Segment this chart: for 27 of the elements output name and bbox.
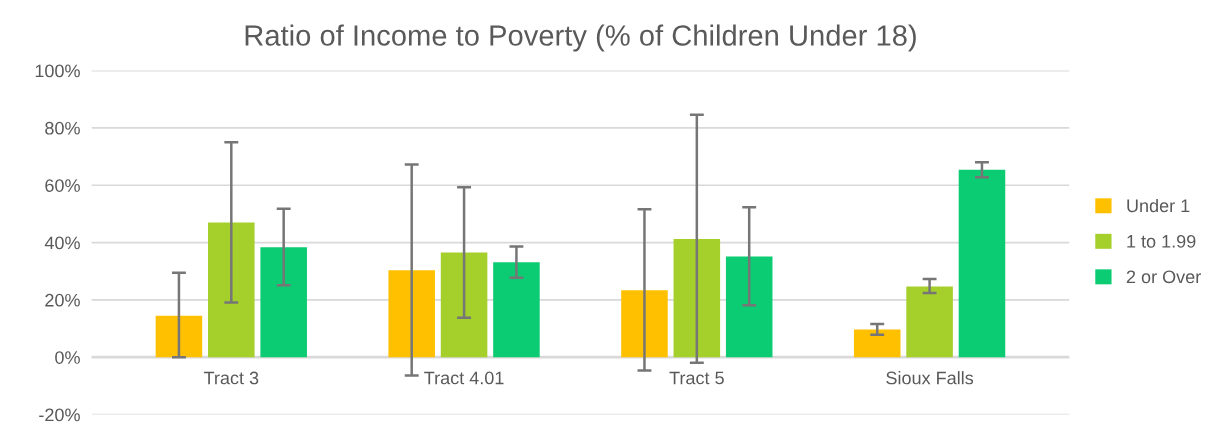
legend-label: Under 1 bbox=[1127, 198, 1190, 213]
x-tick-label: Tract 4.01 bbox=[424, 371, 504, 385]
bar bbox=[440, 252, 488, 358]
bar bbox=[621, 290, 668, 358]
x-tick-label: Sioux Falls bbox=[886, 371, 974, 385]
bar bbox=[208, 222, 255, 358]
y-tick-label: 80% bbox=[45, 121, 80, 135]
y-tick-label: 40% bbox=[44, 236, 80, 250]
bar bbox=[493, 262, 540, 358]
bar bbox=[260, 247, 307, 358]
y-tick-label: -20% bbox=[39, 408, 80, 422]
legend-label: 1 to 1.99 bbox=[1127, 234, 1196, 248]
y-tick-label: 20% bbox=[45, 293, 80, 307]
y-tick-label: 100% bbox=[35, 64, 80, 78]
legend-label: 2 or Over bbox=[1126, 270, 1201, 284]
x-tick-label: Tract 3 bbox=[203, 371, 259, 385]
bar bbox=[673, 239, 721, 358]
bar bbox=[958, 169, 1006, 358]
y-tick-label: 0% bbox=[55, 351, 80, 364]
bar bbox=[853, 329, 901, 358]
bar bbox=[155, 315, 203, 358]
bar bbox=[388, 270, 435, 358]
chart-title: Ratio of Income to Poverty (% of Children Under 18) bbox=[245, 24, 916, 52]
y-tick-label: 60% bbox=[45, 179, 80, 192]
bar bbox=[906, 286, 953, 358]
x-tick-label: Tract 5 bbox=[669, 371, 724, 385]
bar bbox=[725, 256, 773, 358]
